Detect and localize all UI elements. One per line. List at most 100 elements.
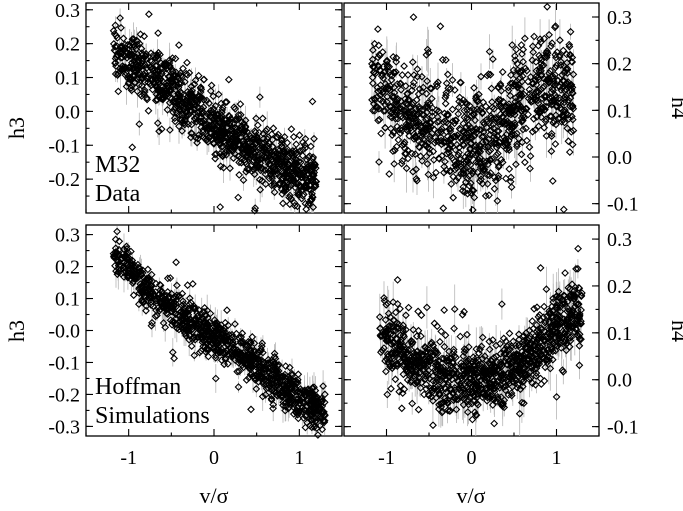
data-point: [260, 139, 268, 147]
data-point: [376, 87, 385, 95]
data-point: [183, 58, 191, 67]
data-point: [211, 353, 220, 362]
data-point: [424, 139, 433, 147]
data-point: [129, 71, 137, 80]
data-point: [498, 68, 507, 76]
data-point: [302, 412, 311, 420]
data-point: [434, 78, 442, 87]
data-point: [512, 160, 520, 169]
data-point: [161, 323, 170, 332]
data-point: [287, 369, 296, 378]
data-point: [140, 32, 149, 41]
data-point: [135, 120, 144, 128]
data-point: [369, 79, 377, 88]
data-point: [294, 370, 303, 379]
data-point: [400, 140, 408, 149]
data-point: [531, 126, 540, 134]
data-point: [423, 108, 431, 117]
data-point: [301, 135, 310, 143]
data-point: [291, 387, 300, 396]
data-point: [455, 97, 463, 106]
data-point: [232, 116, 241, 125]
data-point: [563, 98, 572, 106]
data-point: [301, 406, 309, 414]
data-point: [170, 354, 178, 363]
data-point: [315, 412, 323, 421]
data-point: [494, 174, 503, 183]
data-point: [491, 176, 500, 185]
data-point: [487, 84, 496, 93]
data-point: [272, 372, 281, 381]
data-point: [248, 363, 256, 372]
data-point: [409, 167, 417, 176]
data-point: [222, 98, 231, 106]
data-point: [229, 154, 238, 162]
data-point: [225, 338, 234, 347]
data-point: [151, 312, 160, 321]
data-point: [548, 85, 557, 93]
data-point: [466, 145, 474, 154]
data-point: [440, 109, 449, 118]
data-point: [185, 319, 194, 328]
data-point: [454, 103, 463, 112]
data-point: [269, 404, 277, 413]
data-point: [412, 110, 421, 119]
data-point: [494, 97, 502, 106]
data-point: [278, 380, 287, 389]
data-point: [225, 111, 233, 120]
data-point: [568, 53, 577, 62]
data-point: [178, 314, 187, 322]
data-point: [155, 127, 163, 136]
data-point: [314, 431, 322, 439]
data-point: [424, 48, 433, 57]
data-point: [485, 47, 494, 56]
data-point: [228, 126, 237, 135]
data-point: [207, 112, 215, 120]
data-point: [148, 65, 156, 73]
data-point: [283, 147, 291, 156]
data-point: [259, 379, 268, 388]
data-point: [513, 59, 522, 68]
data-point: [389, 94, 398, 102]
data-point: [511, 56, 520, 65]
data-point: [552, 120, 560, 129]
data-point: [274, 130, 283, 139]
data-point: [258, 114, 267, 123]
data-point: [241, 158, 250, 167]
data-point: [493, 197, 502, 205]
data-point: [375, 158, 383, 166]
data-point: [211, 112, 220, 121]
data-point: [115, 245, 123, 254]
data-point: [444, 111, 452, 119]
data-point: [390, 100, 399, 108]
data-point: [494, 163, 503, 171]
data-point: [412, 165, 420, 174]
data-point: [539, 61, 548, 70]
data-point: [433, 118, 442, 126]
data-point: [423, 160, 432, 168]
data-point: [194, 333, 202, 341]
data-point: [477, 126, 485, 134]
data-point: [147, 57, 156, 66]
data-point: [144, 106, 153, 115]
data-point: [369, 46, 377, 54]
data-point: [122, 82, 131, 91]
data-point: [402, 164, 411, 173]
data-point: [370, 94, 379, 103]
data-point: [501, 102, 510, 111]
data-point: [118, 53, 127, 62]
data-point: [319, 382, 327, 390]
data-point: [440, 342, 449, 351]
data-point: [289, 381, 297, 390]
data-point: [531, 380, 540, 389]
data-point: [250, 170, 259, 179]
data-point: [522, 124, 530, 133]
data-point: [537, 55, 546, 64]
data-point: [223, 306, 231, 315]
data-point: [488, 98, 496, 106]
data-point: [526, 73, 535, 81]
panel-top-left-points: [109, 8, 321, 215]
data-point: [381, 123, 389, 132]
data-point: [451, 146, 460, 154]
data-point: [144, 265, 152, 274]
